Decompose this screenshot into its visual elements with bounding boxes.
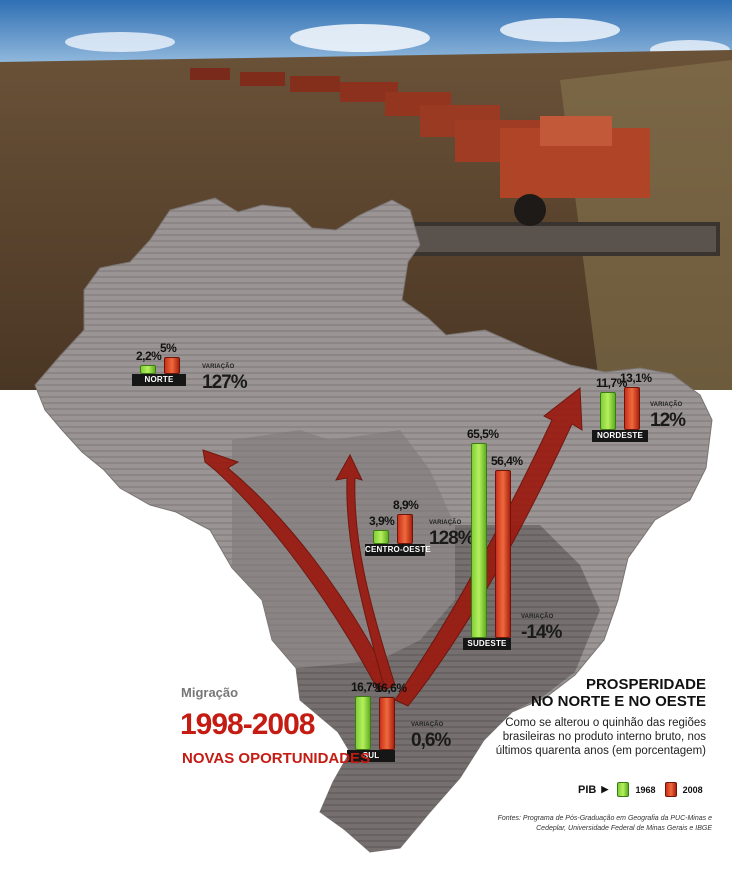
bar-1968-sudeste — [471, 443, 487, 638]
value-label-2008-sul: 16,6% — [375, 680, 407, 695]
sources-note: Fontes: Programa de Pós-Graduação em Geo… — [497, 815, 712, 832]
migration-years: 1998-2008 — [180, 708, 315, 741]
legend: PIB ▶ 1968 2008 — [578, 782, 703, 797]
region-label-norte: NORTE — [132, 374, 186, 386]
variation-value-norte: 127% — [202, 372, 248, 393]
variation-label-centro-oeste: VARIAÇÃO — [429, 520, 462, 526]
legend-label-2008: 2008 — [682, 784, 703, 795]
bar-2008-centro-oeste — [397, 514, 413, 544]
bar-2008-sudeste — [495, 469, 511, 638]
bar-1968-norte — [140, 365, 156, 374]
chart-title-line-2: NO NORTE E NO OESTE — [530, 693, 706, 710]
variation-label-nordeste: VARIAÇÃO — [650, 402, 683, 408]
region-label-sudeste: SUDESTE — [463, 638, 511, 650]
legend-prefix: PIB — [578, 783, 597, 796]
variation-value-centro-oeste: 128% — [429, 528, 475, 549]
value-label-2008-nordeste: 13,1% — [620, 371, 652, 386]
region-label-centro-oeste: CENTRO-OESTE — [365, 544, 431, 556]
region-label-sul: SUL — [347, 750, 395, 762]
variation-value-nordeste: 12% — [650, 410, 686, 431]
value-label-2008-norte: 5% — [160, 340, 177, 355]
value-label-1968-centro-oeste: 3,9% — [369, 513, 395, 528]
variation-value-sul: 0,6% — [411, 730, 451, 751]
harvesters — [190, 68, 720, 256]
legend-swatch-1968 — [617, 782, 630, 797]
value-label-2008-sudeste: 56,4% — [491, 453, 523, 468]
legend-label-1968: 1968 — [635, 784, 656, 795]
value-label-1968-norte: 2,2% — [136, 349, 162, 364]
chart-subtitle: Como se alterou o quinhão das regiões br… — [495, 717, 706, 757]
bar-2008-nordeste — [624, 387, 640, 430]
bar-1968-sul — [355, 696, 371, 750]
variation-label-sul: VARIAÇÃO — [411, 722, 444, 728]
region-label-nordeste: NORDESTE — [592, 430, 648, 442]
variation-label-sudeste: VARIAÇÃO — [521, 614, 554, 620]
chart-title-line-1: PROSPERIDADE — [585, 676, 706, 693]
variation-label-norte: VARIAÇÃO — [202, 364, 235, 370]
legend-swatch-2008 — [664, 782, 677, 797]
value-label-1968-sudeste: 65,5% — [467, 427, 499, 442]
bar-2008-sul — [379, 696, 395, 750]
value-label-1968-sul: 16,7% — [351, 680, 383, 695]
play-icon: ▶ — [601, 784, 609, 794]
migration-label: Migração — [181, 685, 239, 700]
value-label-2008-centro-oeste: 8,9% — [393, 498, 419, 513]
bar-1968-nordeste — [600, 391, 616, 430]
bar-1968-centro-oeste — [373, 529, 389, 544]
chart-title-block: PROSPERIDADE NO NORTE E NO OESTE Como se… — [470, 676, 706, 758]
migration-subtitle: NOVAS OPORTUNIDADES — [182, 750, 371, 767]
value-label-1968-nordeste: 11,7% — [596, 375, 627, 390]
bar-2008-norte — [164, 356, 180, 374]
migration-arrows — [202, 387, 583, 707]
variation-value-sudeste: -14% — [521, 622, 562, 643]
